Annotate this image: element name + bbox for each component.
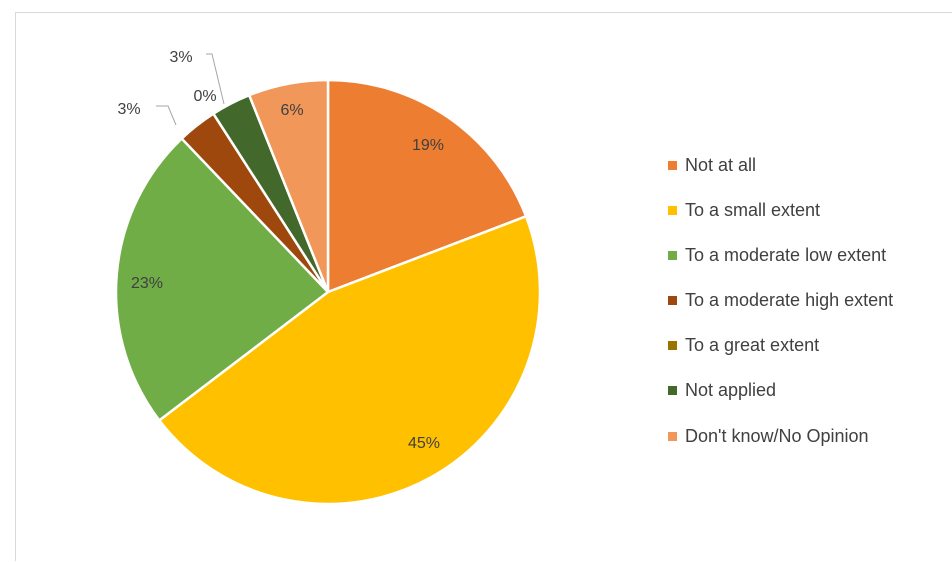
legend-swatch xyxy=(668,431,677,441)
legend-item: To a small extent xyxy=(668,199,952,221)
data-label: 45% xyxy=(408,435,440,452)
legend: Not at all To a small extent To a moderate… xyxy=(668,154,952,470)
legend-item: To a moderate low extent xyxy=(668,244,952,266)
leader-line xyxy=(206,53,225,105)
legend-swatch xyxy=(668,386,677,396)
pie-slice-to-a-small-extent xyxy=(158,215,542,506)
data-label: 0% xyxy=(193,88,216,105)
legend-item: Not applied xyxy=(668,380,952,402)
chart-area: 19% 45% 23% 3% 0% 3% 6% Not at all To a small e… xyxy=(15,12,952,561)
pie-slice-not-at-all xyxy=(326,78,528,294)
data-label: 23% xyxy=(131,275,163,292)
data-label: 3% xyxy=(169,49,192,66)
legend-label: Not applied xyxy=(685,380,777,401)
data-label: 3% xyxy=(117,101,140,118)
legend-swatch xyxy=(668,160,677,170)
legend-swatch xyxy=(668,296,677,306)
pie-slice-to-a-moderate-low-extent xyxy=(114,137,330,422)
legend-item: To a great extent xyxy=(668,335,952,357)
data-label: 6% xyxy=(280,102,303,119)
pie-chart: 19% 45% 23% 3% 0% 3% 6% xyxy=(114,49,542,506)
legend-item: Not at all xyxy=(668,154,952,176)
legend-label: To a small extent xyxy=(685,199,821,220)
legend-label: To a great extent xyxy=(685,335,820,356)
legend-swatch xyxy=(668,341,677,351)
legend-label: Don't know/No Opinion xyxy=(685,425,869,446)
legend-item: Don't know/No Opinion xyxy=(668,425,952,447)
legend-label: To a moderate low extent xyxy=(685,244,887,265)
data-label: 19% xyxy=(412,137,444,154)
legend-label: To a moderate high extent xyxy=(685,290,894,311)
leader-line xyxy=(156,105,177,126)
legend-swatch xyxy=(668,250,677,260)
pie-slice-don-t-know-no-opinion xyxy=(247,78,330,294)
legend-swatch xyxy=(668,205,677,215)
legend-label: Not at all xyxy=(685,154,757,175)
legend-item: To a moderate high extent xyxy=(668,290,952,312)
